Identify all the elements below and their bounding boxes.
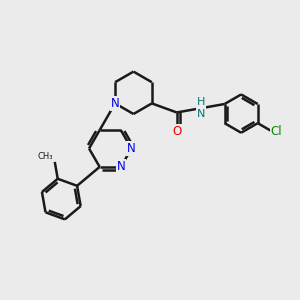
Text: O: O xyxy=(172,125,182,138)
Text: H
N: H N xyxy=(197,97,206,119)
Text: N: N xyxy=(127,142,136,155)
Text: Cl: Cl xyxy=(271,125,282,139)
Text: N: N xyxy=(111,97,119,110)
Text: CH₃: CH₃ xyxy=(38,152,53,161)
Text: N: N xyxy=(116,160,125,173)
